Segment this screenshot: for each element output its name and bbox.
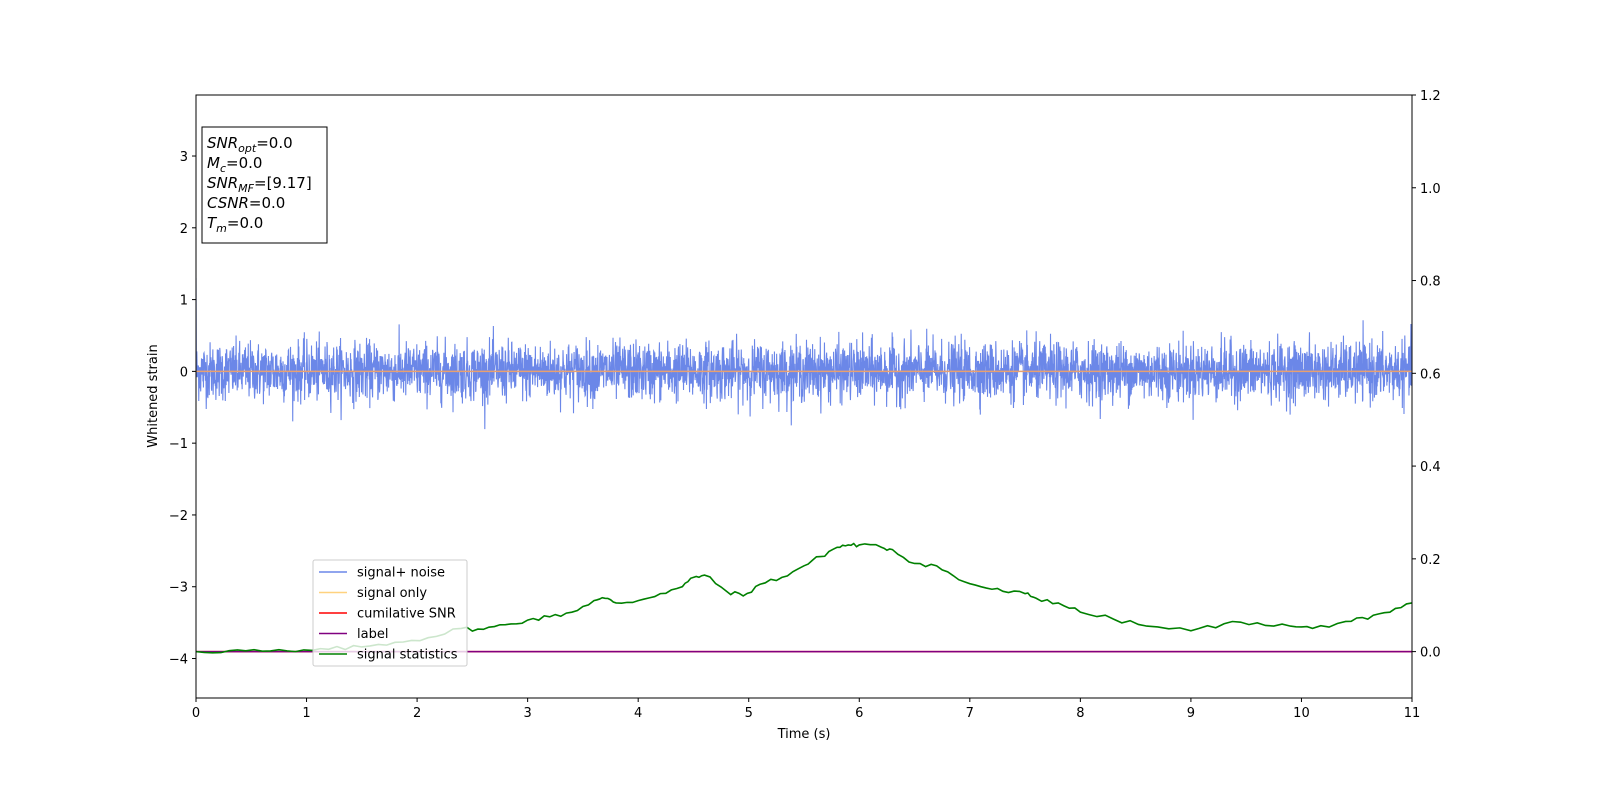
y2-tick-label: 0.4 [1420,460,1441,475]
y2-tick-label: 0.8 [1420,275,1441,290]
y-tick-label: 1 [180,294,188,309]
annotation-line: Tm=0.0 [207,214,263,235]
legend-label: label [357,627,388,642]
y2-tick-label: 1.0 [1420,182,1441,197]
y-tick-label: 2 [180,222,188,237]
series-signal-noise [196,278,1412,430]
y2-tick-label: 1.2 [1420,89,1441,104]
x-tick-label: 0 [192,706,200,721]
legend: signal+ noise signal only cumilative SNR la… [312,559,468,667]
annotation-frame [201,126,328,244]
series-signal-statistics [196,542,1412,654]
y-tick-label: −2 [169,509,188,524]
y-tick-label: −1 [169,437,188,452]
x-tick-label: 9 [1187,706,1195,721]
plot-frame [195,94,1413,699]
x-tick-label: 8 [1076,706,1084,721]
legend-label: signal statistics [357,648,458,663]
x-tick-label: 1 [302,706,310,721]
x-tick-label: 7 [966,706,974,721]
legend-label: signal+ noise [357,566,445,581]
x-tick-label: 5 [745,706,753,721]
legend-label: signal only [357,586,427,601]
x-tick-label: 6 [855,706,863,721]
x-axis-label: Time (s) [777,727,831,742]
annotation-line: SNRopt=0.0 [207,134,293,155]
annotation-line: SNRMF=[9.17] [207,174,312,195]
y-tick-label: −4 [169,653,188,668]
y-tick-label: −3 [169,581,188,596]
y-axis-label: Whitened strain [146,344,161,447]
legend-frame [312,559,468,667]
x-tick-label: 3 [523,706,531,721]
x-tick-label: 4 [634,706,642,721]
y-tick-label: 0 [180,365,188,380]
y2-tick-label: 0.2 [1420,553,1441,568]
legend-label: cumilative SNR [357,607,456,622]
y2-tick-label: 0.6 [1420,367,1441,382]
annotation-line: Mc=0.0 [207,154,262,175]
x-tick-label: 11 [1404,706,1421,721]
x-tick-label: 2 [413,706,421,721]
x-tick-label: 10 [1293,706,1310,721]
y2-tick-label: 0.0 [1420,646,1441,661]
y-tick-label: 3 [180,150,188,165]
annotation-line: CSNR=0.0 [207,194,285,212]
ticks-layer: 0 1 2 3 4 5 6 7 8 9 10 113210−1−2−3−41.21.00.80.60.… [169,89,1441,721]
